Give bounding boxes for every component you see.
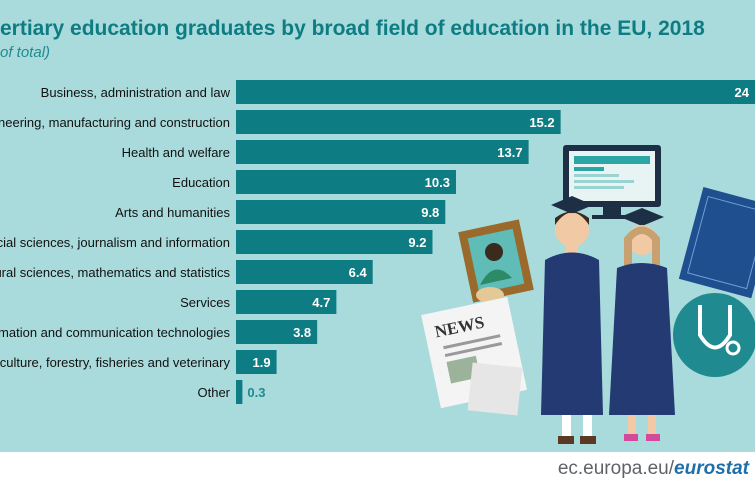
computer-monitor-icon bbox=[563, 145, 661, 219]
value-label: 0.3 bbox=[247, 385, 265, 400]
value-label: 9.8 bbox=[421, 205, 439, 220]
bar bbox=[236, 380, 243, 404]
category-label: Business, administration and law bbox=[41, 85, 231, 100]
value-label: 4.7 bbox=[312, 295, 330, 310]
value-label: 6.4 bbox=[349, 265, 368, 280]
category-label: Education bbox=[172, 175, 230, 190]
value-label: 24 bbox=[735, 85, 750, 100]
bar bbox=[236, 350, 277, 374]
bar bbox=[236, 260, 373, 284]
blueprint-icon bbox=[678, 187, 755, 299]
bar bbox=[236, 200, 446, 224]
category-label: gineering, manufacturing and constructio… bbox=[0, 115, 230, 130]
category-label: Services bbox=[180, 295, 230, 310]
eurostat-logo: eurostat bbox=[674, 458, 749, 479]
bar-chart: Business, administration and law 24 gineer… bbox=[0, 80, 755, 444]
source-footer: ec.europa.eu/eurostat bbox=[558, 458, 749, 480]
stethoscope-icon bbox=[673, 293, 755, 377]
category-label: Health and welfare bbox=[122, 145, 230, 160]
value-label: 10.3 bbox=[425, 175, 450, 190]
source-site: ec.europa.eu/ bbox=[557, 458, 675, 479]
bar bbox=[236, 170, 456, 194]
category-label: Arts and humanities bbox=[115, 205, 230, 220]
category-label: atural sciences, mathematics and statist… bbox=[0, 265, 230, 280]
chart-subtitle: of total) bbox=[0, 44, 51, 61]
illustration: NEWS bbox=[421, 145, 755, 444]
bar bbox=[236, 110, 561, 134]
bar bbox=[236, 80, 755, 104]
painting-icon bbox=[458, 219, 534, 303]
bars-layer: Business, administration and law 24 gineer… bbox=[0, 80, 755, 404]
bar bbox=[236, 140, 529, 164]
category-label: ormation and communication technologies bbox=[0, 325, 230, 340]
chart-panel: ertiary education graduates by broad fie… bbox=[0, 0, 755, 452]
bar bbox=[236, 230, 433, 254]
bar bbox=[236, 320, 318, 344]
graduate-students-icon bbox=[541, 196, 675, 444]
value-label: 9.2 bbox=[408, 235, 426, 250]
bar bbox=[236, 290, 337, 314]
value-label: 15.2 bbox=[529, 115, 554, 130]
category-label: Social sciences, journalism and informat… bbox=[0, 235, 230, 250]
chart-title: ertiary education graduates by broad fie… bbox=[0, 17, 705, 40]
value-label: 1.9 bbox=[253, 355, 271, 370]
value-label: 3.8 bbox=[293, 325, 311, 340]
category-label: Other bbox=[197, 385, 230, 400]
newspaper-icon: NEWS bbox=[421, 296, 528, 416]
value-label: 13.7 bbox=[497, 145, 522, 160]
category-label: riculture, forestry, fisheries and veter… bbox=[0, 355, 230, 370]
